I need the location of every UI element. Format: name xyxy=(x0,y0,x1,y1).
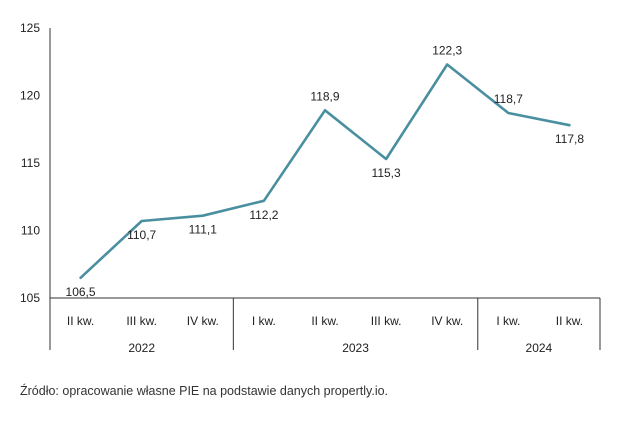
x-tick-label: I kw. xyxy=(496,314,520,328)
year-label: 2022 xyxy=(128,341,155,355)
y-tick-label: 110 xyxy=(21,224,40,238)
year-label: 2024 xyxy=(526,341,553,355)
data-label: 122,3 xyxy=(432,43,462,57)
year-label: 2023 xyxy=(342,341,369,355)
x-tick-label: III kw. xyxy=(371,314,402,328)
data-label: 115,3 xyxy=(372,166,401,180)
x-tick-label: II kw. xyxy=(556,314,583,328)
y-tick-label: 120 xyxy=(20,89,40,103)
x-tick-label: II kw. xyxy=(67,314,94,328)
data-label: 118,9 xyxy=(310,89,339,103)
data-label: 118,7 xyxy=(494,92,523,106)
series-line xyxy=(79,63,571,280)
data-label: 111,1 xyxy=(189,223,218,237)
line-chart: 105 110 115 120 125 II kw. III kw. IV kw. I kw.… xyxy=(20,21,601,355)
x-tick-label: III kw. xyxy=(126,314,157,328)
data-label: 110,7 xyxy=(127,228,156,242)
source-note: Źródło: opracowanie własne PIE na podsta… xyxy=(20,384,389,398)
data-label: 112,2 xyxy=(249,208,278,222)
x-tick-label: I kw. xyxy=(252,314,276,328)
x-tick-label: IV kw. xyxy=(431,314,463,328)
y-tick-label: 125 xyxy=(20,21,40,35)
y-tick-label: 115 xyxy=(21,156,40,170)
data-label: 106,5 xyxy=(66,285,96,299)
x-tick-label: IV kw. xyxy=(187,314,219,328)
x-tick-label: II kw. xyxy=(311,314,338,328)
y-tick-label: 105 xyxy=(20,291,40,305)
data-label: 117,8 xyxy=(555,132,584,146)
